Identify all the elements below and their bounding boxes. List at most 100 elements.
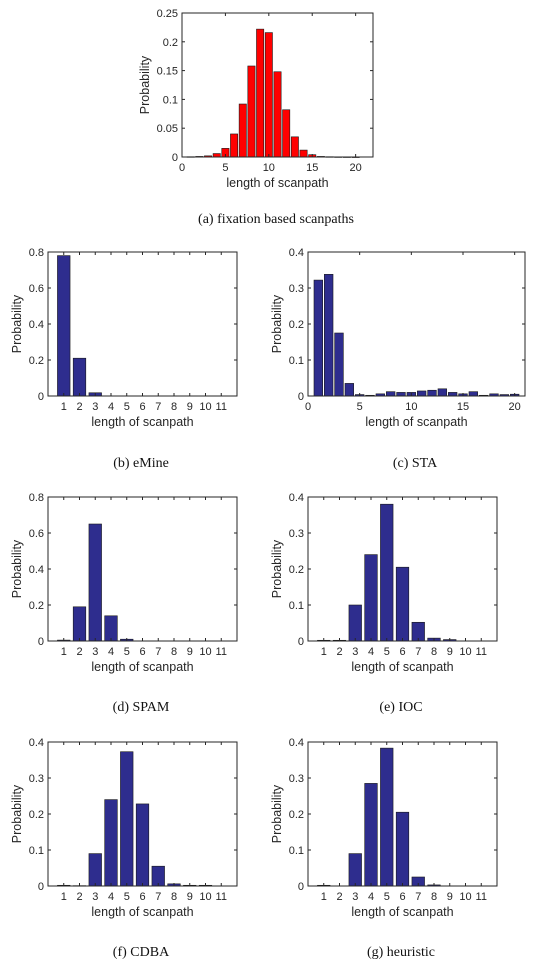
y-tick-label: 0 [38, 881, 44, 893]
y-tick-label: 0.1 [163, 94, 178, 106]
figure-caption: (d) SPAM [113, 700, 170, 715]
y-tick-label: 0 [298, 636, 304, 648]
x-tick-label: 10 [459, 646, 471, 658]
bar [344, 383, 354, 397]
chart-d: 1 2 3 4 5 6 7 8 9 10 11 0 0.2 0.4 0.6 0.8 length of scan… [10, 492, 238, 715]
bar [282, 109, 291, 158]
bar [264, 32, 273, 158]
bar [364, 783, 378, 887]
x-tick-label: 6 [139, 646, 145, 658]
x-tick-label: 5 [384, 646, 390, 658]
bar [104, 799, 118, 887]
x-tick-label: 5 [124, 646, 130, 658]
y-tick-label: 0.2 [29, 809, 44, 821]
y-tick-label: 0.4 [289, 247, 304, 259]
chart-e: 1 2 3 4 5 6 7 8 9 10 11 0 0.1 0.2 0.3 0.4 length of scan… [270, 492, 498, 715]
bar [348, 853, 362, 887]
bar [290, 136, 299, 158]
y-tick-label: 0.6 [29, 283, 44, 295]
chart-f: 1 2 3 4 5 6 7 8 9 10 11 0 0.1 0.2 0.3 0.4 length of scan… [10, 737, 238, 960]
x-tick-label: 4 [108, 891, 114, 903]
bar [334, 332, 344, 397]
bar [380, 747, 394, 887]
y-tick-label: 0.4 [29, 319, 44, 331]
x-tick-label: 9 [447, 646, 453, 658]
y-tick-label: 0 [38, 391, 44, 403]
x-tick-label: 3 [92, 401, 98, 413]
bar [313, 279, 323, 397]
x-tick-label: 7 [415, 891, 421, 903]
x-tick-label: 3 [92, 891, 98, 903]
x-tick-label: 4 [368, 646, 374, 658]
bar [348, 604, 362, 642]
bar [230, 133, 239, 158]
y-tick-label: 0.15 [157, 66, 178, 78]
bar [386, 391, 396, 397]
x-tick-label: 20 [350, 162, 362, 174]
y-axis-label: Probability [10, 294, 24, 353]
x-tick-label: 2 [76, 891, 82, 903]
x-tick-label: 3 [92, 646, 98, 658]
x-tick-label: 5 [124, 401, 130, 413]
y-axis-label: Probability [10, 784, 24, 843]
x-tick-label: 5 [222, 162, 228, 174]
x-tick-label: 6 [139, 891, 145, 903]
chart-g: 1 2 3 4 5 6 7 8 9 10 11 0 0.1 0.2 0.3 0.4 length of scan… [270, 737, 498, 960]
x-tick-label: 8 [431, 646, 437, 658]
x-tick-label: 8 [171, 401, 177, 413]
y-tick-label: 0.4 [29, 564, 44, 576]
y-tick-label: 0.3 [289, 773, 304, 785]
bar [417, 390, 427, 397]
x-tick-label: 3 [352, 646, 358, 658]
x-tick-label: 10 [459, 891, 471, 903]
y-axis-label: Probability [138, 55, 152, 114]
y-tick-label: 0.1 [29, 845, 44, 857]
x-tick-label: 10 [199, 401, 211, 413]
y-tick-label: 0 [38, 636, 44, 648]
chart-b: 1 2 3 4 5 6 7 8 9 10 11 0 0.2 0.4 0.6 0.8 length of scan… [10, 247, 238, 471]
figure-caption: (g) heuristic [367, 945, 435, 960]
x-tick-label: 11 [476, 891, 487, 903]
x-tick-label: 9 [187, 401, 193, 413]
x-tick-label: 3 [352, 891, 358, 903]
y-tick-label: 0.3 [29, 773, 44, 785]
x-tick-label: 15 [457, 401, 469, 413]
x-tick-label: 7 [155, 401, 161, 413]
bar [72, 357, 87, 397]
x-tick-label: 5 [384, 891, 390, 903]
x-tick-label: 8 [171, 891, 177, 903]
y-tick-label: 0.05 [157, 123, 178, 135]
x-axis-label: length of scanpath [351, 905, 453, 919]
x-tick-label: 1 [61, 891, 67, 903]
x-tick-label: 1 [61, 646, 67, 658]
bar [437, 388, 447, 397]
x-tick-label: 10 [199, 646, 211, 658]
bar [238, 103, 247, 158]
x-tick-label: 7 [415, 646, 421, 658]
x-tick-label: 7 [155, 891, 161, 903]
bar [273, 71, 282, 158]
x-tick-label: 11 [216, 646, 227, 658]
y-tick-label: 0.3 [289, 283, 304, 295]
figure-caption: (b) eMine [113, 456, 169, 471]
x-tick-label: 9 [447, 891, 453, 903]
x-tick-label: 4 [108, 401, 114, 413]
x-tick-label: 2 [336, 891, 342, 903]
y-tick-label: 0.2 [29, 600, 44, 612]
x-tick-label: 11 [476, 646, 487, 658]
x-tick-label: 2 [76, 401, 82, 413]
x-tick-label: 0 [179, 162, 185, 174]
y-tick-label: 0.2 [29, 355, 44, 367]
x-tick-label: 6 [139, 401, 145, 413]
y-tick-label: 0.2 [289, 809, 304, 821]
x-tick-label: 10 [405, 401, 417, 413]
x-tick-label: 1 [321, 646, 327, 658]
axes-frame [181, 12, 374, 158]
y-tick-label: 0.25 [157, 8, 178, 20]
y-tick-label: 0.4 [289, 737, 304, 749]
x-tick-label: 1 [61, 401, 67, 413]
x-tick-label: 5 [357, 401, 363, 413]
y-axis-label: Probability [270, 539, 284, 598]
x-tick-label: 4 [108, 646, 114, 658]
bar [88, 853, 102, 887]
